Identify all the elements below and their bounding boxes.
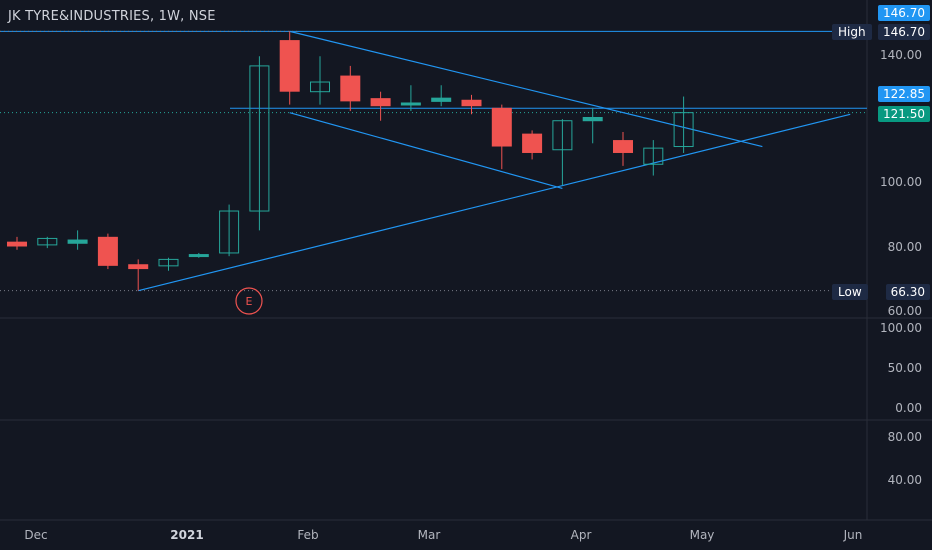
candle-body-5 bbox=[158, 258, 179, 267]
event-marker-circle bbox=[235, 287, 263, 315]
high-tag: High bbox=[832, 24, 872, 40]
x-tick-dec: Dec bbox=[24, 528, 48, 542]
chart-title: JK TYRE&INDUSTRIES, 1W, NSE bbox=[8, 9, 216, 24]
trendline-3 bbox=[138, 113, 851, 292]
panel2-tick-100: 100.00 bbox=[880, 321, 922, 335]
candle-body-0 bbox=[7, 241, 27, 247]
low-tag: Low bbox=[832, 284, 868, 300]
panel2-tick-0: 0.00 bbox=[895, 401, 922, 415]
last-price-badge: 121.50 bbox=[878, 106, 930, 122]
price-tick-100: 100.00 bbox=[880, 175, 922, 189]
x-tick-jun: Jun bbox=[843, 528, 863, 542]
panel3-tick-40: 40.00 bbox=[887, 473, 922, 487]
x-tick-2021: 2021 bbox=[170, 528, 204, 542]
candle-body-6 bbox=[188, 254, 209, 258]
candle-body-15 bbox=[461, 99, 482, 107]
event-marker-label: E bbox=[246, 295, 253, 308]
candle-body-4 bbox=[128, 264, 149, 270]
candle-body-14 bbox=[431, 97, 452, 102]
price-tick-140: 140.00 bbox=[880, 48, 922, 62]
candle-body-21 bbox=[643, 147, 664, 165]
trendline-1 bbox=[289, 30, 763, 148]
candle-body-20 bbox=[613, 140, 633, 153]
candle-body-2 bbox=[67, 239, 88, 244]
panel3-tick-80: 80.00 bbox=[887, 430, 922, 444]
x-tick-feb: Feb bbox=[297, 528, 319, 542]
candle-body-12 bbox=[370, 98, 391, 107]
high-price-badge: 146.70 bbox=[878, 5, 930, 21]
x-tick-apr: Apr bbox=[570, 528, 592, 542]
upper-line-price-badge: 122.85 bbox=[878, 86, 930, 102]
price-tick-60: 60.00 bbox=[887, 304, 922, 318]
panel2-tick-50: 50.00 bbox=[887, 361, 922, 375]
candle-body-19 bbox=[582, 117, 603, 122]
candle-body-13 bbox=[400, 102, 421, 106]
low-price-badge: 66.30 bbox=[885, 284, 930, 300]
candle-body-22 bbox=[673, 112, 694, 148]
candle-body-1 bbox=[37, 237, 58, 246]
candle-body-3 bbox=[97, 236, 118, 266]
candle-body-7 bbox=[219, 210, 240, 254]
candle-body-9 bbox=[279, 40, 300, 92]
candle-body-16 bbox=[491, 107, 512, 147]
candle-body-18 bbox=[552, 120, 573, 151]
candle-body-11 bbox=[340, 75, 361, 102]
candle-body-17 bbox=[522, 133, 543, 153]
price-tick-80: 80.00 bbox=[887, 240, 922, 254]
x-tick-mar: Mar bbox=[417, 528, 441, 542]
candle-body-8 bbox=[249, 65, 270, 212]
candle-body-10 bbox=[310, 81, 330, 93]
x-tick-may: May bbox=[689, 528, 715, 542]
trendline-2 bbox=[289, 112, 563, 190]
high-line-price-badge: 146.70 bbox=[878, 24, 930, 40]
